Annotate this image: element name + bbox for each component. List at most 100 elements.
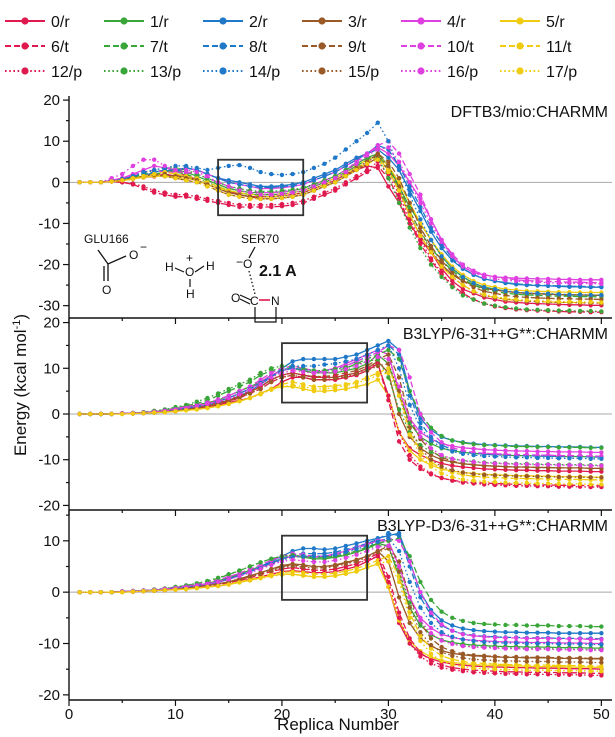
data-point bbox=[471, 270, 476, 275]
data-point bbox=[514, 448, 519, 454]
data-point bbox=[418, 457, 423, 462]
data-point bbox=[503, 305, 508, 310]
data-point bbox=[450, 266, 455, 271]
data-point bbox=[396, 533, 402, 538]
data-point bbox=[364, 153, 370, 158]
data-point bbox=[386, 184, 391, 189]
data-point bbox=[599, 673, 604, 678]
data-point bbox=[556, 280, 561, 286]
data-point bbox=[471, 633, 476, 638]
series-line bbox=[79, 560, 602, 672]
data-point bbox=[524, 462, 529, 467]
data-point bbox=[269, 556, 274, 561]
data-point bbox=[599, 445, 604, 450]
series-line bbox=[79, 344, 602, 457]
data-point bbox=[450, 634, 455, 639]
data-point bbox=[577, 308, 583, 314]
data-point bbox=[269, 370, 274, 376]
data-point bbox=[152, 171, 157, 177]
data-point bbox=[226, 577, 231, 582]
data-point bbox=[301, 558, 306, 563]
legend-marker bbox=[516, 42, 524, 50]
legend-item-15-p: 15/p bbox=[302, 64, 379, 81]
data-point bbox=[588, 469, 593, 474]
data-point bbox=[322, 356, 327, 362]
data-point bbox=[354, 167, 359, 173]
legend-marker bbox=[318, 42, 326, 50]
data-point bbox=[215, 583, 221, 589]
legend-label: 1/r bbox=[150, 14, 169, 31]
data-point bbox=[396, 180, 402, 185]
data-point bbox=[577, 445, 583, 450]
data-point bbox=[567, 468, 572, 474]
data-point bbox=[407, 600, 412, 605]
data-point bbox=[279, 201, 285, 207]
data-point bbox=[237, 399, 242, 404]
data-point bbox=[514, 289, 519, 295]
data-point bbox=[354, 356, 359, 362]
data-point bbox=[396, 579, 402, 585]
data-point bbox=[333, 155, 338, 160]
data-point bbox=[375, 549, 380, 555]
data-point bbox=[247, 165, 253, 171]
data-point bbox=[407, 610, 412, 615]
series-16-p bbox=[77, 543, 604, 653]
legend-label: 9/t bbox=[348, 39, 366, 56]
data-point bbox=[524, 307, 529, 312]
data-point bbox=[322, 174, 327, 179]
data-point bbox=[183, 167, 189, 173]
data-point bbox=[503, 473, 508, 478]
data-point bbox=[567, 308, 572, 313]
data-point bbox=[418, 430, 423, 435]
series-3-r bbox=[77, 548, 604, 662]
data-point bbox=[418, 464, 423, 469]
data-point bbox=[503, 654, 508, 660]
data-point bbox=[258, 560, 263, 565]
data-point bbox=[428, 441, 434, 446]
data-point bbox=[514, 646, 519, 651]
data-point bbox=[545, 449, 551, 454]
data-point bbox=[439, 609, 444, 614]
data-point bbox=[599, 281, 604, 287]
data-point bbox=[492, 635, 498, 640]
data-point bbox=[386, 139, 391, 144]
data-point bbox=[333, 176, 338, 181]
data-point bbox=[183, 178, 189, 183]
data-point bbox=[386, 530, 391, 536]
data-point bbox=[503, 622, 508, 628]
data-point bbox=[524, 474, 529, 479]
data-point bbox=[226, 163, 231, 169]
data-point bbox=[492, 287, 498, 292]
data-point bbox=[588, 663, 593, 669]
data-point bbox=[364, 130, 370, 136]
lactam-o: O bbox=[231, 291, 240, 305]
data-point bbox=[386, 176, 391, 181]
data-point bbox=[407, 432, 412, 437]
series-line bbox=[79, 362, 602, 488]
data-point bbox=[535, 655, 540, 660]
data-point bbox=[269, 192, 274, 197]
hydronium-o: O bbox=[185, 265, 194, 279]
data-point bbox=[258, 566, 263, 572]
legend-marker bbox=[516, 17, 524, 25]
data-point bbox=[343, 174, 348, 179]
data-point bbox=[460, 480, 466, 485]
data-point bbox=[301, 375, 306, 380]
data-point bbox=[567, 668, 572, 673]
data-point bbox=[503, 635, 508, 641]
data-point bbox=[386, 145, 391, 150]
data-point bbox=[407, 448, 412, 453]
lactam-carbonyl bbox=[239, 294, 252, 305]
data-point bbox=[439, 445, 444, 450]
data-point bbox=[333, 376, 338, 381]
legend-label: 4/r bbox=[447, 14, 466, 31]
data-point bbox=[333, 361, 338, 366]
data-point bbox=[396, 548, 402, 554]
data-point bbox=[556, 463, 561, 468]
data-point bbox=[120, 590, 125, 595]
data-point bbox=[460, 651, 466, 656]
data-point bbox=[247, 387, 253, 392]
series-5-r bbox=[77, 561, 604, 670]
data-point bbox=[428, 250, 434, 255]
data-point bbox=[545, 630, 551, 635]
